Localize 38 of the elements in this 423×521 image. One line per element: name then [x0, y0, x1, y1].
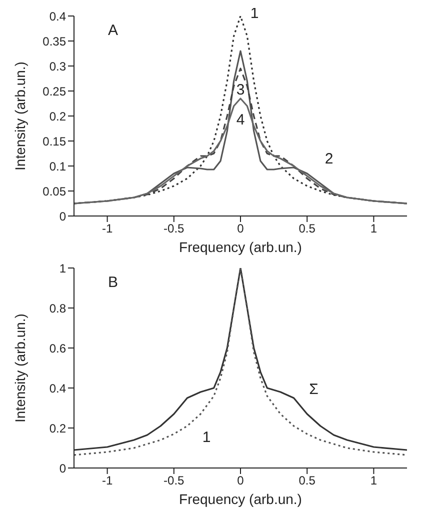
y-tick-label: 0.2	[49, 421, 66, 436]
y-tick-label: 0.3	[49, 59, 66, 74]
line-series	[74, 98, 407, 204]
y-tick-label: 0.4	[49, 9, 66, 24]
y-tick-label: 1	[59, 261, 66, 276]
series-label: 3	[236, 82, 245, 98]
y-tick-label: 0	[59, 461, 66, 476]
x-tick-label: 1	[370, 474, 378, 488]
x-tick-label: -1	[102, 474, 113, 488]
x-tick-label: 0.5	[298, 222, 316, 236]
y-tick-label: 0.25	[42, 84, 66, 98]
series-label: 1	[202, 429, 211, 446]
series-label: Σ	[309, 381, 318, 398]
chart-title: B	[108, 274, 118, 291]
x-tick-label: 0.5	[298, 474, 316, 488]
y-tick-label: 0.6	[49, 341, 66, 356]
x-tick-label: -1	[102, 222, 113, 236]
series-label: 1	[250, 5, 259, 22]
x-tick-label: -0.5	[164, 474, 185, 488]
series-label: 4	[236, 112, 245, 128]
y-tick-label: 0.2	[49, 109, 66, 124]
y-tick-label: 0.15	[42, 134, 66, 148]
x-axis-title: Frequency (arb.un.)	[179, 491, 302, 507]
y-tick-label: 0.35	[42, 34, 66, 48]
x-tick-label: -0.5	[164, 222, 185, 236]
y-tick-label: 0.05	[42, 184, 66, 198]
y-axis-title: Intensity (arb.un.)	[12, 314, 28, 422]
x-axis-title: Frequency (arb.un.)	[179, 239, 302, 255]
y-tick-label: 0.8	[49, 301, 66, 316]
series-label: 2	[324, 150, 334, 168]
x-tick-label: 0	[237, 474, 244, 488]
y-tick-label: 0.1	[49, 159, 66, 174]
y-axis-title: Intensity (arb.un.)	[12, 62, 28, 170]
y-tick-label: 0	[59, 209, 66, 224]
x-tick-label: 1	[370, 222, 378, 236]
x-tick-label: 0	[237, 222, 244, 236]
chart-title: A	[108, 22, 118, 39]
y-tick-label: 0.4	[49, 381, 66, 396]
